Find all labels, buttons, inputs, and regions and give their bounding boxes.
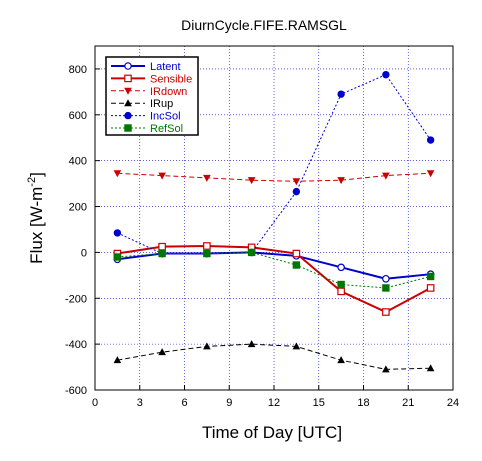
- data-point-irup: [426, 364, 435, 372]
- data-point-irup: [247, 340, 256, 348]
- legend-item-sensible: Sensible: [111, 73, 192, 85]
- legend-item-incsol: IncSol: [111, 111, 181, 123]
- data-point-irdown: [337, 177, 345, 185]
- series-line-sensible: [117, 244, 432, 314]
- data-point-latent: [382, 274, 390, 283]
- data-point-irdown: [292, 178, 301, 186]
- x-tick-label: 15: [313, 397, 325, 409]
- chart-title: DiurnCycle.FIFE.RAMSGL: [181, 17, 347, 33]
- data-point-refsol: [158, 249, 166, 258]
- legend-item-latent: Latent: [111, 61, 181, 73]
- series-irup: [113, 340, 435, 373]
- x-tick-label: 21: [402, 397, 414, 409]
- x-tick-label: 0: [92, 397, 98, 409]
- legend-marker-refsol: [124, 124, 132, 132]
- legend-marker-latent: [124, 62, 132, 70]
- y-tick-label: 600: [69, 110, 87, 122]
- data-point-sensible: [426, 284, 435, 292]
- data-point-sensible: [337, 287, 345, 296]
- x-tick-label: 3: [137, 397, 143, 409]
- y-axis-label: Flux [W-m-2]: [26, 172, 46, 264]
- y-tick-label: -200: [65, 293, 87, 305]
- legend-box: [105, 56, 199, 136]
- data-point-irup: [158, 348, 166, 356]
- legend-label-irup: IRup: [150, 98, 173, 110]
- data-point-irdown: [113, 170, 122, 178]
- series-line-refsol: [117, 251, 431, 289]
- data-point-irdown: [158, 172, 166, 180]
- data-point-refsol: [247, 248, 256, 257]
- data-point-refsol: [382, 284, 390, 292]
- data-point-incsol: [337, 90, 345, 98]
- legend-item-irdown: IRdown: [111, 86, 187, 98]
- data-point-sensible: [158, 242, 166, 251]
- data-point-sensible: [203, 242, 211, 250]
- y-tick-label: 800: [69, 64, 87, 76]
- data-point-incsol: [382, 70, 390, 79]
- y-tick-label: -600: [65, 385, 87, 397]
- legend-marker-irup: [124, 99, 132, 107]
- y-tick-label: 0: [81, 247, 87, 259]
- y-axis-ticks: -600 -400 -200 0 200 400 600 800: [65, 64, 100, 397]
- series-line-irup: [117, 343, 431, 370]
- legend-marker-incsol: [124, 111, 132, 120]
- data-point-incsol: [292, 187, 301, 196]
- series-group: [113, 70, 435, 373]
- y-tick-label: 200: [69, 202, 87, 214]
- data-point-sensible: [292, 249, 301, 258]
- data-point-refsol: [292, 261, 301, 269]
- data-point-irup: [113, 356, 122, 364]
- data-point-incsol: [113, 229, 122, 237]
- data-point-irup: [382, 365, 390, 373]
- data-point-refsol: [113, 253, 122, 261]
- x-tick-label: 9: [226, 397, 232, 409]
- y-tick-label: -400: [65, 339, 87, 351]
- data-point-refsol: [337, 280, 345, 289]
- legend-label-refsol: RefSol: [150, 123, 183, 135]
- data-point-sensible: [382, 308, 390, 316]
- legend-item-refsol: RefSol: [111, 123, 183, 135]
- series-irdown: [113, 170, 435, 186]
- y-axis-label-close: ]: [27, 172, 46, 177]
- x-tick-label: 12: [268, 397, 280, 409]
- series-line-irdown: [117, 172, 431, 182]
- data-point-irup: [337, 356, 345, 364]
- x-tick-label: 6: [181, 397, 187, 409]
- legend-label-latent: Latent: [150, 61, 181, 73]
- legend-item-irup: IRup: [111, 98, 173, 110]
- x-axis-label: Time of Day [UTC]: [202, 423, 342, 442]
- x-tick-label: 24: [447, 397, 459, 409]
- x-axis-ticks: 0 3 6 9 12 15 18 21 24: [92, 385, 459, 409]
- data-point-irdown: [247, 177, 256, 185]
- legend-marker-sensible: [124, 74, 132, 83]
- y-axis-label-superscript: -2: [26, 177, 38, 187]
- data-point-irup: [203, 342, 211, 350]
- series-refsol: [113, 248, 435, 292]
- data-point-refsol: [203, 249, 211, 258]
- data-point-irdown: [203, 174, 211, 182]
- data-point-irdown: [426, 170, 435, 178]
- legend-marker-irdown: [124, 87, 132, 95]
- data-point-incsol: [426, 136, 435, 144]
- legend-label-irdown: IRdown: [150, 86, 187, 98]
- data-point-irup: [292, 342, 301, 350]
- data-point-irdown: [382, 172, 390, 180]
- data-point-latent: [337, 263, 345, 272]
- data-point-refsol: [426, 272, 435, 281]
- x-tick-label: 18: [357, 397, 369, 409]
- y-axis-label-main: Flux [W-m: [27, 187, 46, 264]
- y-tick-label: 400: [69, 156, 87, 168]
- legend-label-sensible: Sensible: [150, 73, 192, 85]
- legend-label-incsol: IncSol: [150, 111, 181, 123]
